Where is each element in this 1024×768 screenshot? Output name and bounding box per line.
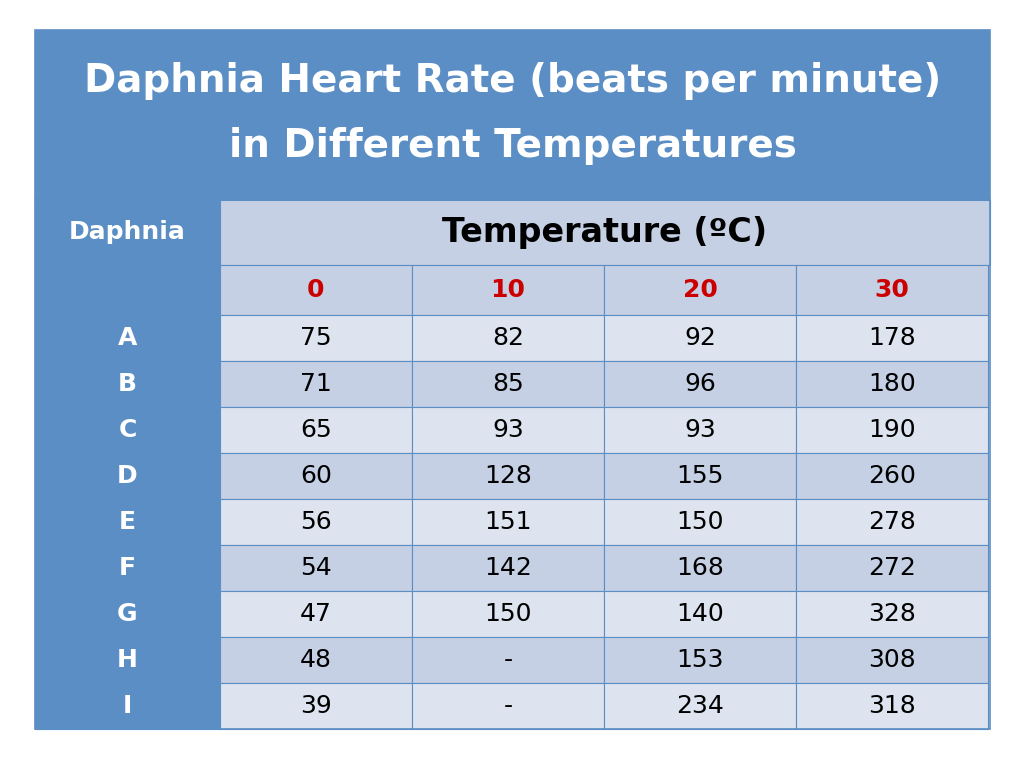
Text: 153: 153 [676,648,724,672]
Text: F: F [119,556,136,580]
Text: 75: 75 [300,326,332,350]
Text: Temperature (ºC): Temperature (ºC) [442,216,768,249]
Text: 328: 328 [868,602,915,626]
Text: 30: 30 [874,278,909,302]
Text: 85: 85 [493,372,524,396]
Text: 82: 82 [492,326,524,350]
Text: 60: 60 [300,464,332,488]
Text: I: I [123,694,132,718]
Text: 308: 308 [868,648,915,672]
Text: 150: 150 [676,510,724,534]
Text: 128: 128 [484,464,531,488]
Text: -: - [504,694,513,718]
Text: in Different Temperatures: in Different Temperatures [228,127,797,164]
Text: 54: 54 [300,556,332,580]
Text: H: H [117,648,138,672]
Text: 260: 260 [868,464,915,488]
Text: 278: 278 [868,510,915,534]
Text: Daphnia Heart Rate (beats per minute): Daphnia Heart Rate (beats per minute) [84,62,941,100]
Text: 151: 151 [484,510,531,534]
Text: -: - [504,648,513,672]
Text: 140: 140 [676,602,724,626]
Text: D: D [117,464,138,488]
Text: A: A [118,326,137,350]
Text: 96: 96 [684,372,716,396]
Text: B: B [118,372,137,396]
Text: 190: 190 [868,418,915,442]
Text: G: G [117,602,138,626]
Text: 92: 92 [684,326,716,350]
Text: 10: 10 [490,278,525,302]
Text: 234: 234 [676,694,724,718]
Text: E: E [119,510,136,534]
Text: 0: 0 [307,278,325,302]
Text: Daphnia: Daphnia [69,220,186,244]
Text: 155: 155 [676,464,724,488]
Text: 71: 71 [300,372,332,396]
Text: 39: 39 [300,694,332,718]
Text: 180: 180 [868,372,915,396]
Text: 93: 93 [493,418,524,442]
Text: 178: 178 [868,326,915,350]
Text: 93: 93 [684,418,716,442]
Text: 48: 48 [300,648,332,672]
Text: 65: 65 [300,418,332,442]
Text: 318: 318 [868,694,915,718]
Text: 272: 272 [868,556,915,580]
Text: 56: 56 [300,510,332,534]
Text: 20: 20 [683,278,718,302]
Text: 150: 150 [484,602,531,626]
Text: C: C [119,418,136,442]
Text: 168: 168 [676,556,724,580]
Text: 47: 47 [300,602,332,626]
Text: 142: 142 [484,556,531,580]
